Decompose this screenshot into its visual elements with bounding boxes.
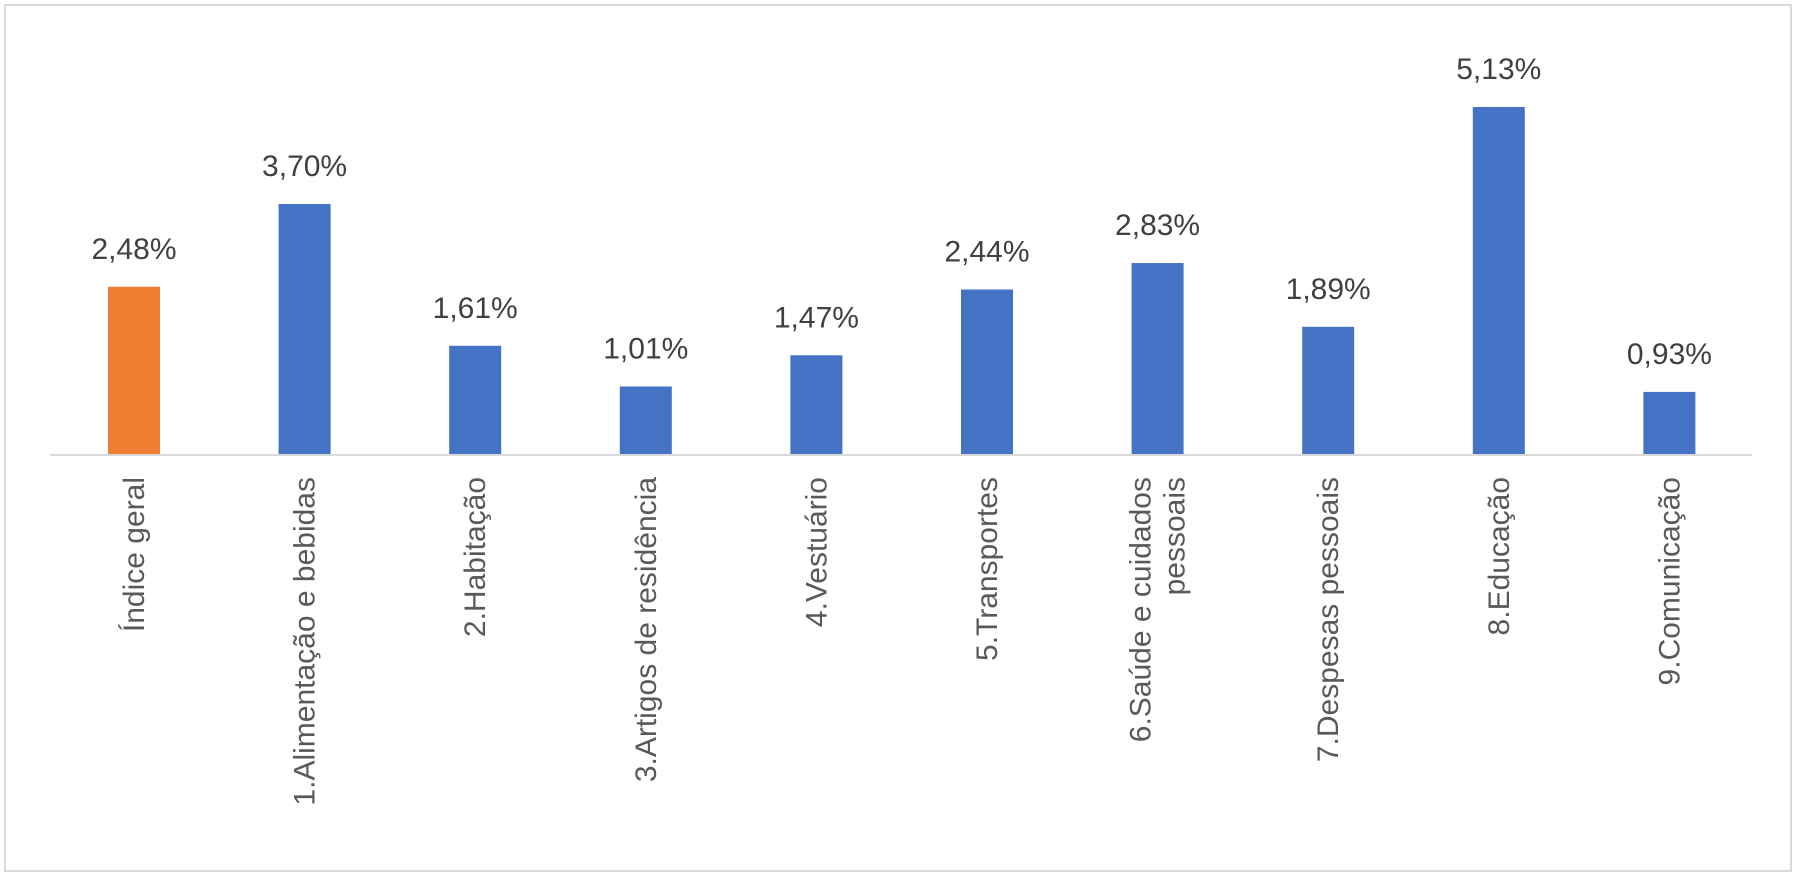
bar-4 (790, 355, 843, 455)
data-label-8: 5,13% (1456, 53, 1541, 86)
category-label-2: 2.Habitação (459, 477, 492, 637)
data-label-4: 1,47% (774, 301, 859, 334)
category-label-4: 4.Vestuário (800, 477, 833, 627)
category-label-line: 4.Vestuário (800, 477, 833, 627)
category-label-8: 8.Educação (1483, 477, 1516, 635)
bar-2 (449, 345, 502, 455)
data-label-1: 3,70% (262, 150, 347, 183)
category-label-1: 1.Alimentação e bebidas (289, 477, 322, 806)
category-label-line: 1.Alimentação e bebidas (289, 477, 322, 806)
category-label-line: pessoais (1159, 477, 1192, 595)
category-label-9: 9.Comunicação (1653, 477, 1686, 685)
data-label-2: 1,61% (433, 292, 518, 325)
bar-9 (1643, 391, 1696, 455)
category-label-5: 5.Transportes (971, 477, 1004, 661)
category-label-line: 3.Artigos de residência (630, 477, 663, 782)
category-label-line: Índice geral (118, 477, 151, 632)
category-label-line: 5.Transportes (971, 477, 1004, 661)
bar-7 (1302, 326, 1355, 455)
bar-1 (278, 204, 331, 455)
category-label-line: 2.Habitação (459, 477, 492, 637)
data-label-9: 0,93% (1627, 338, 1712, 371)
data-label-0: 2,48% (91, 233, 176, 266)
bar-6 (1131, 263, 1184, 455)
bar-5 (961, 289, 1013, 455)
category-label-line: 7.Despesas pessoais (1312, 477, 1345, 762)
category-label-0: Índice geral (118, 477, 151, 632)
category-label-7: 7.Despesas pessoais (1312, 477, 1345, 762)
bar-8 (1472, 107, 1525, 455)
category-label-6: 6.Saúde e cuidados pessoais (1125, 477, 1192, 742)
bar-3 (619, 386, 672, 455)
data-label-5: 2,44% (944, 235, 1029, 268)
data-label-7: 1,89% (1286, 273, 1371, 306)
value-labels-group: 2,48% 3,70% 1,61% 1,01% 1,47% 2,44% 2,83% 1,89%… (91, 53, 1711, 371)
category-labels-group: Índice geral 1.Alimentação e bebidas 2.Hab… (118, 477, 1686, 806)
bars-group (108, 107, 1696, 455)
category-label-line: 8.Educação (1483, 477, 1516, 635)
category-label-line: 6.Saúde e cuidados (1125, 477, 1158, 742)
data-label-3: 1,01% (603, 332, 688, 365)
data-label-6: 2,83% (1115, 209, 1200, 242)
bar-0 (108, 286, 160, 455)
category-label-line: 9.Comunicação (1653, 477, 1686, 685)
category-label-3: 3.Artigos de residência (630, 477, 663, 782)
